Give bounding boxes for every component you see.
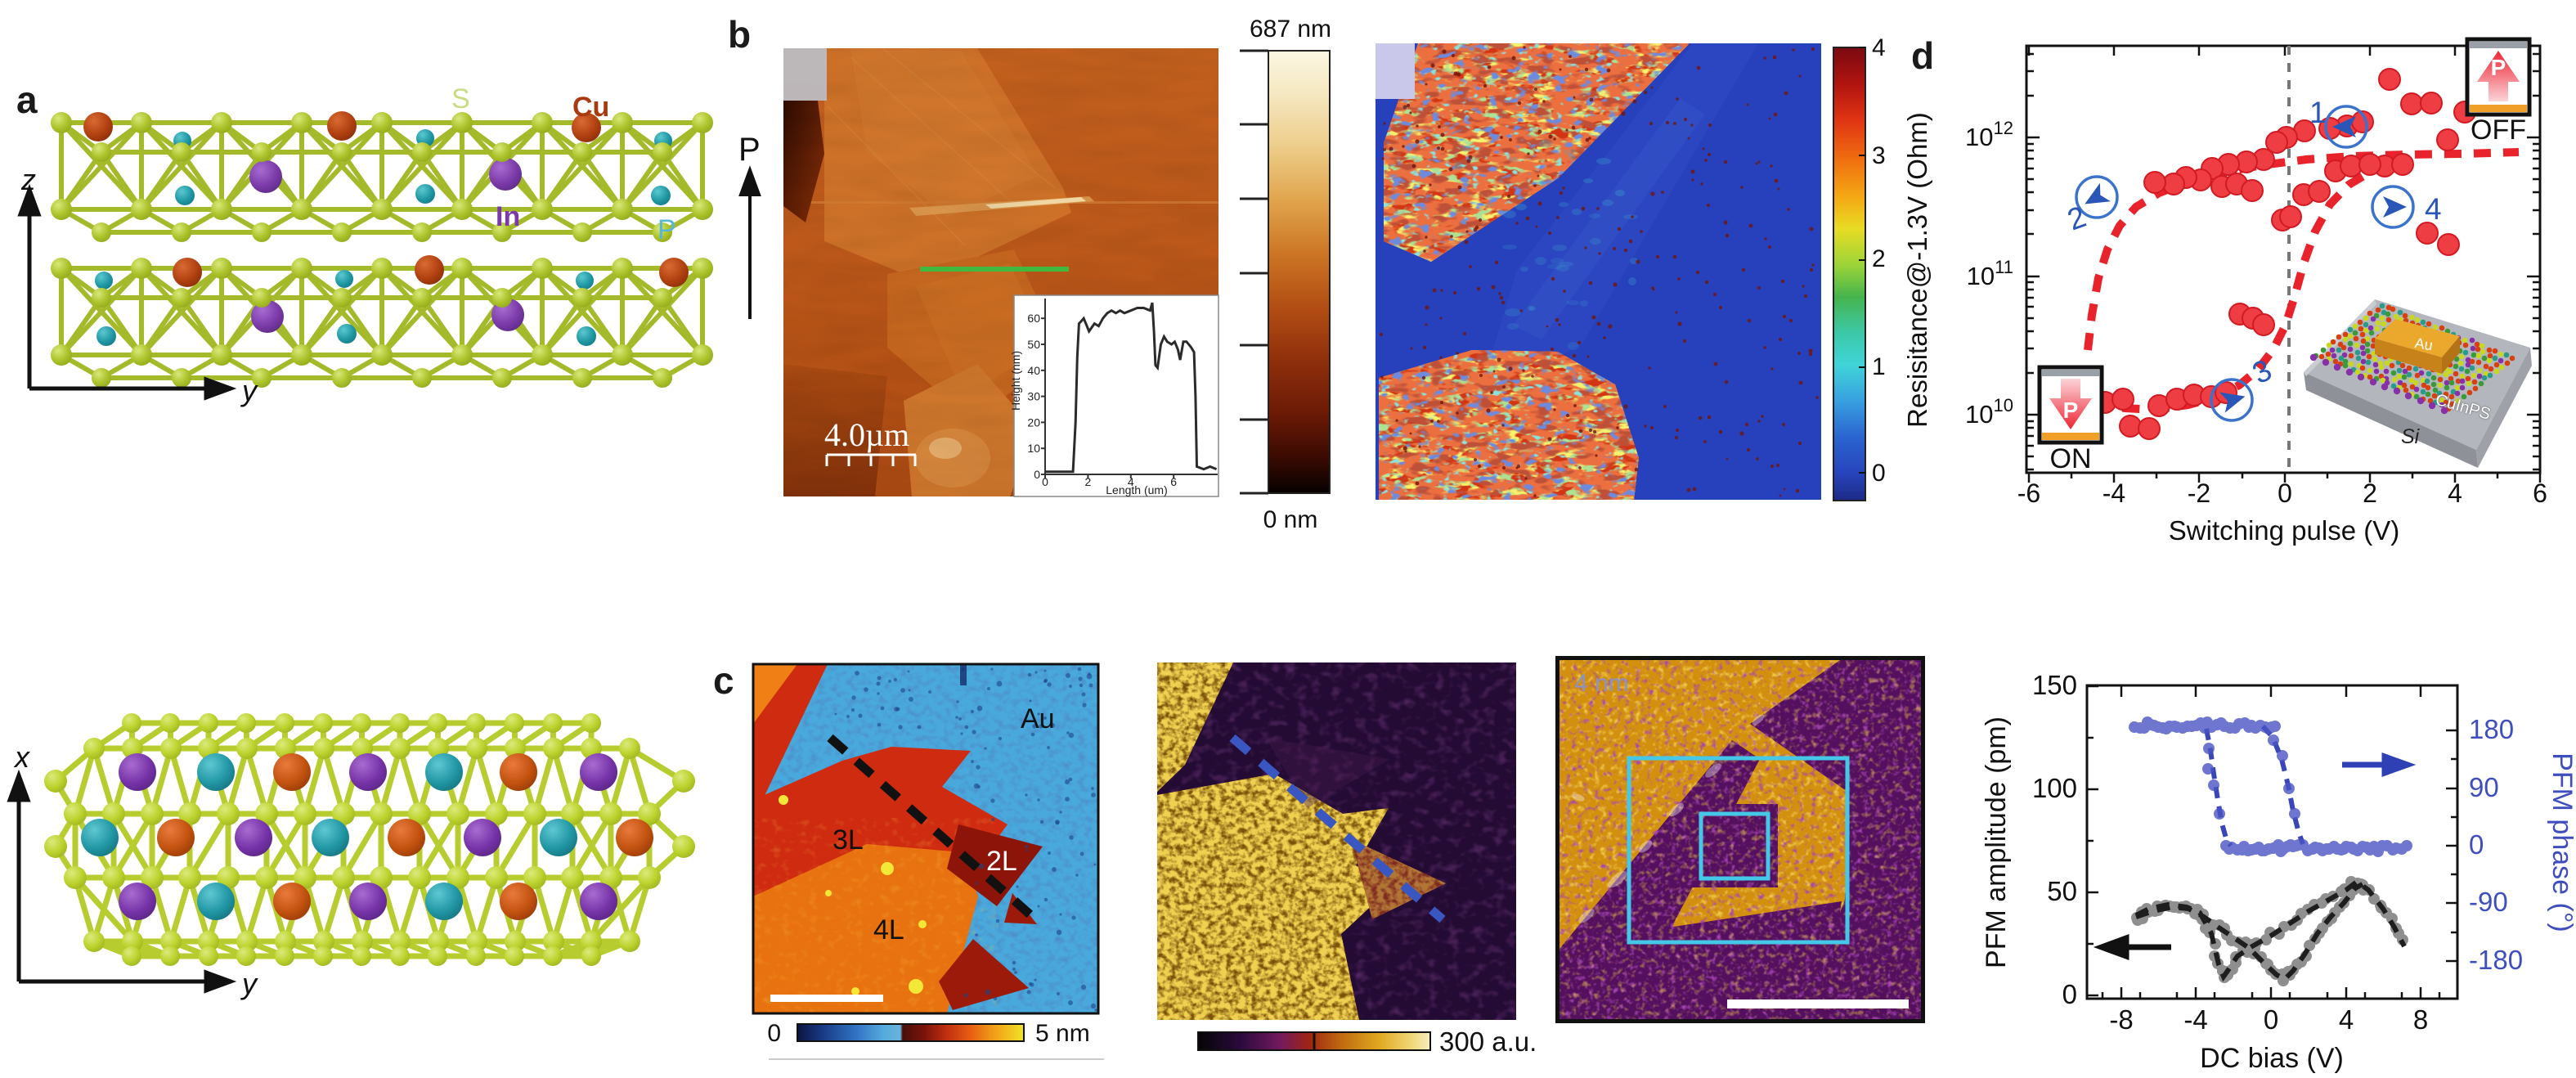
svg-text:8: 8 [2413,1004,2428,1035]
svg-text:Resisitance@-1.3V (Ohm): Resisitance@-1.3V (Ohm) [1902,112,1932,428]
svg-text:PFM phase (°): PFM phase (°) [2547,752,2576,932]
svg-text:0: 0 [2278,478,2292,508]
svg-text:-180: -180 [2469,945,2523,975]
svg-text:S: S [451,83,470,115]
svg-text:100: 100 [2032,773,2077,803]
svg-text:2: 2 [1085,475,1092,488]
svg-text:0: 0 [2469,829,2484,860]
svg-text:-2: -2 [2188,478,2210,508]
svg-text:1010: 1010 [1965,395,2013,429]
svg-text:2: 2 [1872,245,1886,272]
svg-text:180: 180 [2469,714,2514,744]
svg-text:0: 0 [2264,1004,2278,1035]
svg-text:0: 0 [1034,468,1040,481]
svg-text:x: x [13,740,31,774]
svg-text:z: z [20,163,36,196]
svg-text:Length (um): Length (um) [1106,483,1167,496]
svg-text:90: 90 [2469,772,2499,802]
svg-text:150: 150 [2032,670,2077,700]
svg-text:6: 6 [2533,478,2547,508]
svg-text:d: d [1911,34,1934,77]
svg-text:4: 4 [2339,1004,2354,1035]
svg-text:4L: 4L [873,914,904,945]
svg-text:1011: 1011 [1967,257,2013,290]
svg-text:-4: -4 [2103,478,2125,508]
svg-text:3: 3 [1872,142,1886,169]
svg-text:P: P [657,214,676,245]
svg-text:Switching pulse (V): Switching pulse (V) [2169,515,2399,546]
svg-text:P: P [2491,55,2506,80]
svg-text:60: 60 [1027,312,1040,325]
svg-text:0: 0 [2062,979,2077,1009]
svg-text:DC bias (V): DC bias (V) [2200,1043,2344,1074]
svg-text:In: In [496,201,520,232]
svg-text:P: P [2063,398,2079,423]
svg-text:5 nm: 5 nm [1035,1020,1090,1047]
svg-text:1: 1 [2309,96,2327,129]
svg-text:Au: Au [1021,703,1055,734]
svg-text:OFF: OFF [2471,115,2526,146]
svg-text:1: 1 [1872,353,1886,380]
svg-text:PFM amplitude (pm): PFM amplitude (pm) [1981,716,2012,968]
svg-text:-6: -6 [2017,478,2040,508]
svg-text:50: 50 [2047,876,2077,906]
svg-text:ON: ON [2050,443,2092,474]
svg-text:Cu: Cu [572,92,609,123]
svg-text:2: 2 [2063,200,2090,237]
svg-text:c: c [713,659,734,702]
svg-text:4.0µm: 4.0µm [824,416,909,453]
svg-text:0: 0 [1042,475,1048,488]
svg-text:3: 3 [2247,353,2277,390]
svg-text:0: 0 [767,1020,781,1047]
svg-text:Height (nm): Height (nm) [1009,351,1022,411]
svg-text:20: 20 [1027,415,1040,429]
svg-text:50: 50 [1027,338,1040,351]
svg-text:3L: 3L [832,824,864,856]
svg-text:Au: Au [2413,335,2434,353]
svg-text:P: P [738,132,761,168]
svg-text:-90: -90 [2469,887,2508,917]
svg-text:-4: -4 [2183,1004,2207,1035]
svg-text:1012: 1012 [1965,118,2013,151]
svg-text:b: b [728,16,751,56]
svg-text:2: 2 [2363,478,2377,508]
svg-text:30: 30 [1027,390,1040,403]
svg-text:4: 4 [1872,34,1886,61]
svg-text:Si: Si [2401,425,2421,448]
svg-text:y: y [240,374,258,407]
svg-text:10: 10 [1027,442,1040,455]
svg-text:0 nm: 0 nm [1263,506,1318,533]
svg-text:6: 6 [1170,475,1177,488]
svg-text:4: 4 [2448,478,2462,508]
svg-text:4: 4 [2425,192,2442,226]
svg-text:40: 40 [1027,364,1040,377]
svg-text:300 a.u.: 300 a.u. [1439,1026,1537,1057]
svg-text:0: 0 [1872,460,1886,487]
svg-text:4 nm: 4 nm [1574,670,1629,697]
svg-text:-8: -8 [2109,1004,2133,1035]
svg-text:687 nm: 687 nm [1250,16,1331,43]
svg-text:a: a [16,79,38,121]
svg-text:y: y [240,967,258,1000]
svg-text:4: 4 [1128,475,1134,488]
svg-text:2L: 2L [986,846,1017,877]
